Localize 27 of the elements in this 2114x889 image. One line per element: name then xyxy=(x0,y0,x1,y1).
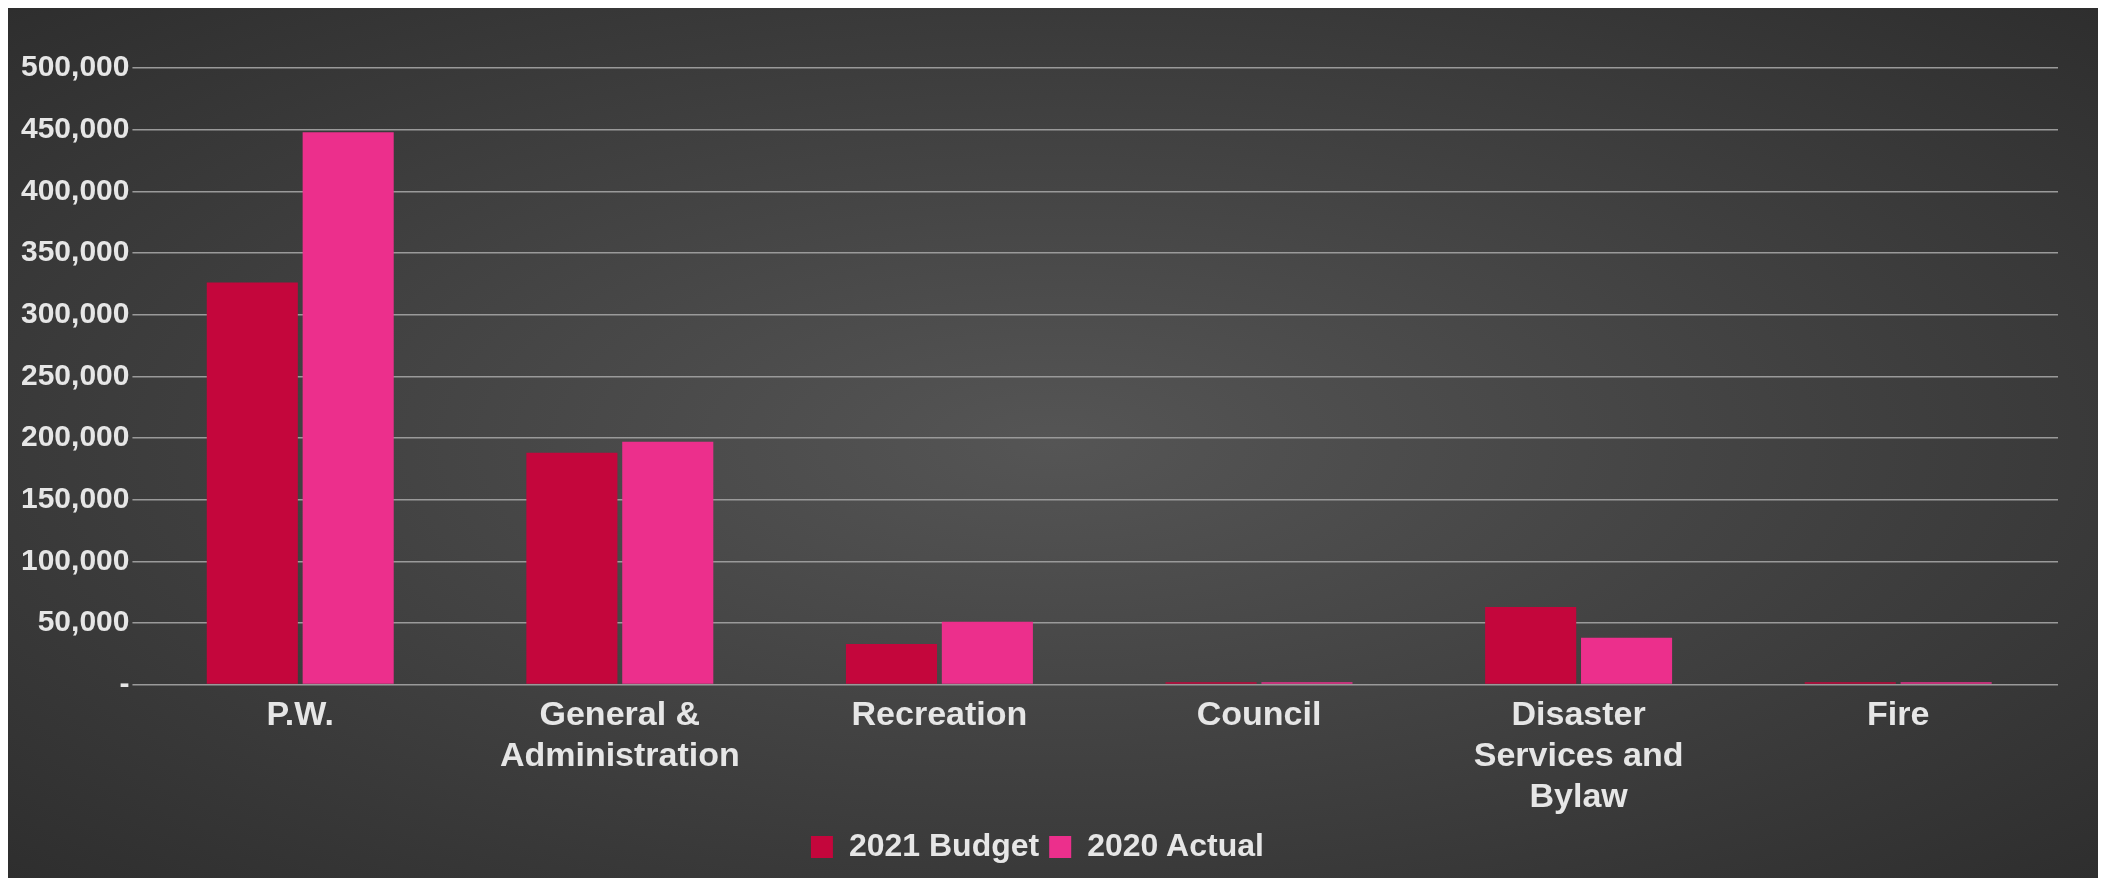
bar xyxy=(1581,637,1673,684)
legend-label: 2020 Actual xyxy=(1087,826,1264,863)
y-tick-label: 100,000 xyxy=(20,542,130,576)
y-tick-label: 400,000 xyxy=(20,172,130,206)
x-tick-label: Council xyxy=(1196,694,1322,733)
y-tick-label: 450,000 xyxy=(20,110,130,144)
bar xyxy=(622,441,714,684)
x-tick-label: Fire xyxy=(1867,694,1930,733)
bar xyxy=(941,621,1033,684)
bar xyxy=(526,452,618,684)
y-tick-label: 300,000 xyxy=(20,295,130,329)
bar xyxy=(302,132,394,684)
y-tick-label: 150,000 xyxy=(20,480,130,514)
bar xyxy=(1485,606,1577,684)
x-tick-label: P.W. xyxy=(266,694,334,733)
y-tick-label: 200,000 xyxy=(20,419,130,453)
bar xyxy=(206,282,298,684)
x-tick-label: Disaster Services and Bylaw xyxy=(1473,694,1684,814)
legend-label: 2021 Budget xyxy=(848,826,1040,863)
bar xyxy=(845,643,938,684)
y-tick-label: 350,000 xyxy=(20,234,130,268)
x-tick-label: Recreation xyxy=(851,694,1028,733)
y-tick-label: 250,000 xyxy=(20,357,130,391)
y-tick-label: - xyxy=(119,665,130,699)
y-tick-label: 50,000 xyxy=(37,604,130,638)
y-tick-label: 500,000 xyxy=(20,49,130,83)
x-tick-label: General & Administration xyxy=(499,694,740,774)
